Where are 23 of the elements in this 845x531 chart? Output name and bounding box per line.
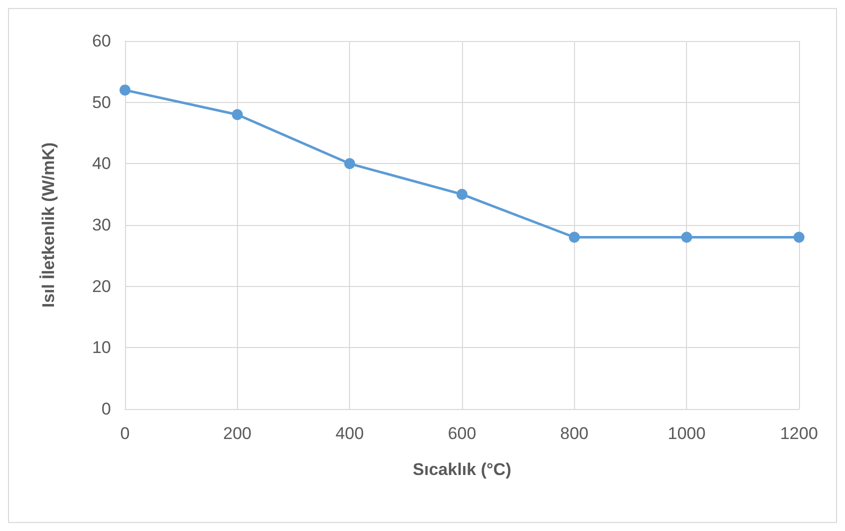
x-tick-label: 200 [223,424,252,443]
y-tick-label: 10 [92,338,111,358]
y-tick-label: 60 [92,32,111,50]
x-tick-label: 1200 [780,424,818,443]
y-tick-label: 30 [92,216,111,234]
x-tick-label: 400 [335,424,364,443]
y-axis-title: Isıl İletkenlik (W/mK) [39,142,58,308]
y-tick-label: 20 [92,276,111,296]
x-tick-label: 800 [560,424,589,443]
point [232,109,243,120]
point [794,232,804,243]
y-tick-label: 50 [92,92,111,112]
y-tick-label: 40 [92,154,111,174]
x-tick-label: 600 [448,424,476,443]
point [120,84,130,96]
point [456,188,468,200]
point [568,232,580,243]
x-tick-label: 1000 [668,424,706,443]
point [344,158,356,170]
x-axis-title: Sıcaklık (°C) [412,460,512,479]
x-tick-label: 0 [120,424,130,443]
y-tick-label: 0 [102,400,111,418]
point [681,232,692,243]
